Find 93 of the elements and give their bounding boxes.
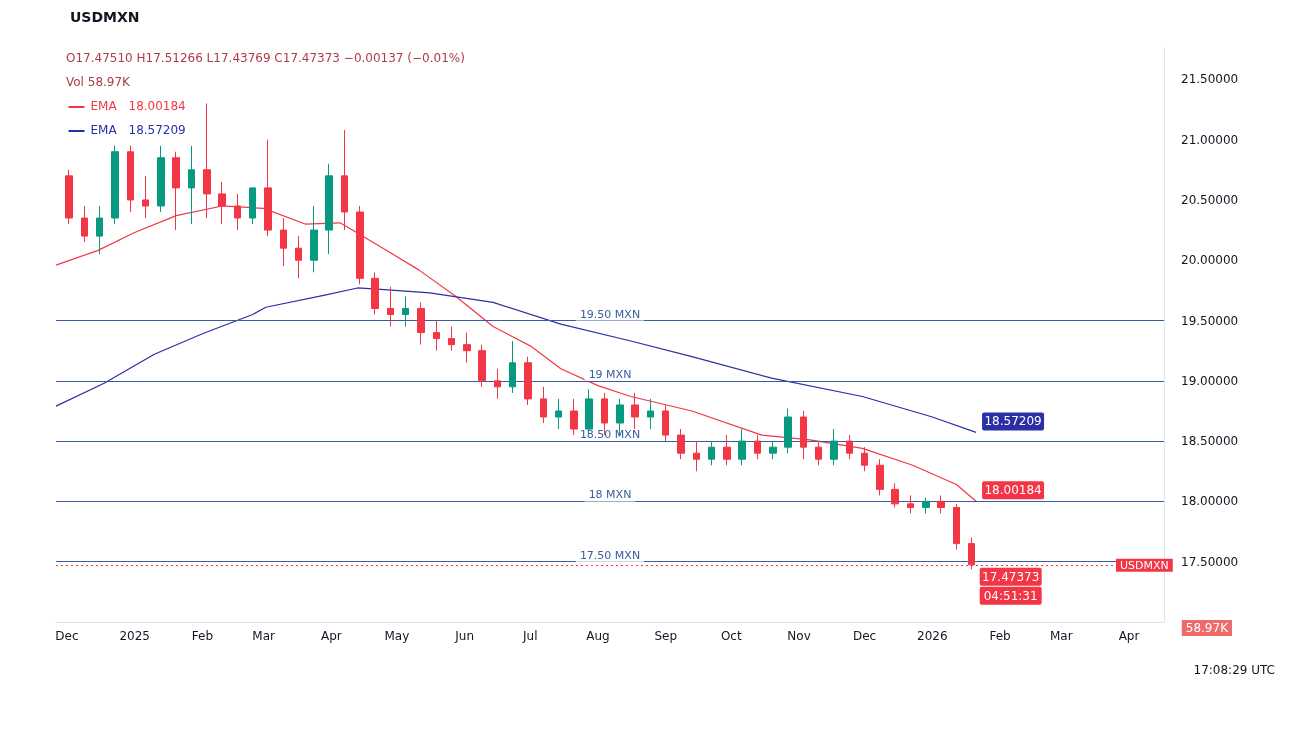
candlestick xyxy=(815,440,822,466)
x-tick-label: Nov xyxy=(787,629,811,643)
candlestick xyxy=(157,145,165,213)
candlestick xyxy=(830,428,838,466)
candlestick xyxy=(142,175,149,219)
candlestick xyxy=(662,404,669,442)
candlestick xyxy=(111,145,119,225)
candlestick xyxy=(249,187,256,225)
candlestick xyxy=(922,497,930,514)
candlestick xyxy=(953,503,960,551)
y-tick-label: 18.50000 xyxy=(1181,434,1239,449)
candlestick xyxy=(509,340,516,394)
annotation: Vol 58.97K xyxy=(66,75,132,89)
legend-label: EMA xyxy=(90,123,118,137)
x-tick-label: Sep xyxy=(654,629,678,643)
candlestick xyxy=(540,386,547,424)
ref-line-label: 18 MXN xyxy=(588,488,632,502)
candlestick xyxy=(846,434,853,460)
candlestick xyxy=(738,428,746,466)
x-tick-label: Jun xyxy=(454,629,475,643)
candlestick xyxy=(280,217,287,267)
x-tick-label: Dec xyxy=(55,629,79,643)
x-tick-label: Mar xyxy=(1049,629,1073,643)
candlestick xyxy=(524,356,532,406)
candlestick xyxy=(295,235,302,279)
text: 18.00184 xyxy=(128,99,186,113)
x-tick-label: Feb xyxy=(191,629,214,643)
candlestick xyxy=(96,205,103,255)
candlestick xyxy=(371,271,379,315)
ref-line-label: 19.50 MXN xyxy=(579,307,641,321)
text: 17:08:29 UTC xyxy=(1193,663,1275,677)
candlestick xyxy=(784,408,792,454)
candlestick xyxy=(800,410,807,460)
x-tick-label: Mar xyxy=(252,629,275,643)
candlestick xyxy=(708,440,715,466)
x-tick-label: Dec xyxy=(852,629,877,643)
x-tick-label: Oct xyxy=(720,629,742,643)
y-tick-label: 17.50000 xyxy=(1181,554,1239,569)
candlestick xyxy=(693,440,700,472)
y-tick-label: 20.00000 xyxy=(1181,253,1239,268)
candlestick xyxy=(677,428,685,460)
candlestick xyxy=(402,295,409,328)
candlestick xyxy=(310,205,318,273)
x-tick-label: Apr xyxy=(1118,629,1140,643)
candlestick xyxy=(127,145,134,213)
ref-line-label: 17.50 MXN xyxy=(579,548,641,562)
candlestick xyxy=(907,494,914,514)
x-tick-label: 2026 xyxy=(917,629,948,643)
candlestick xyxy=(387,286,394,328)
y-tick-label: 21.50000 xyxy=(1181,72,1239,87)
candlestick xyxy=(876,458,884,496)
y-tick-label: 21.00000 xyxy=(1181,132,1239,147)
candlestick xyxy=(723,434,731,466)
candlestick xyxy=(325,163,333,255)
candlestick xyxy=(188,145,195,225)
y-tick-label: 20.50000 xyxy=(1181,192,1239,207)
candlestick xyxy=(891,482,899,508)
candlestick xyxy=(448,326,455,352)
annotation: 17.47373 xyxy=(982,569,1040,584)
candlestick xyxy=(65,169,73,225)
legend-label: EMA xyxy=(90,99,118,113)
x-tick-label: Apr xyxy=(320,629,342,643)
y-tick-label: 19.50000 xyxy=(1181,313,1239,328)
text: 58.97K xyxy=(1185,621,1230,635)
candlestick xyxy=(631,392,639,430)
x-tick-label: Feb xyxy=(989,629,1011,643)
text: 18.57209 xyxy=(128,123,186,137)
candlestick xyxy=(81,205,88,243)
candlestick xyxy=(769,440,777,460)
candlestick xyxy=(647,398,654,430)
y-tick-label: 19.00000 xyxy=(1181,373,1239,388)
ref-line-label: 19 MXN xyxy=(588,367,632,381)
candlestick xyxy=(494,368,501,400)
candlestick xyxy=(937,494,945,514)
ref-line-label: USDMXN xyxy=(1120,558,1169,572)
candlestick xyxy=(570,398,578,436)
y-tick-label: 18.00000 xyxy=(1181,494,1239,509)
candlestick xyxy=(861,446,868,472)
x-tick-label: 2025 xyxy=(119,629,150,643)
chart-title: USDMXN xyxy=(70,9,140,25)
candlestick xyxy=(555,398,562,430)
annotation: O17.47510 H17.51266 L17.43769 C17.47373 −0.00137 (−0.01%) xyxy=(66,51,465,65)
data-label: 18.00184 xyxy=(984,483,1042,498)
x-tick-label: Jul xyxy=(521,629,538,643)
data-label: 18.57209 xyxy=(984,414,1042,429)
candlestick xyxy=(433,320,440,352)
candlestick xyxy=(478,344,486,388)
x-tick-label: Aug xyxy=(586,629,610,643)
annotation: 04:51:31 xyxy=(983,588,1038,603)
candlestick xyxy=(463,332,471,364)
x-tick-label: May xyxy=(384,629,410,643)
candlestick xyxy=(417,301,425,346)
candlestick xyxy=(754,434,761,460)
